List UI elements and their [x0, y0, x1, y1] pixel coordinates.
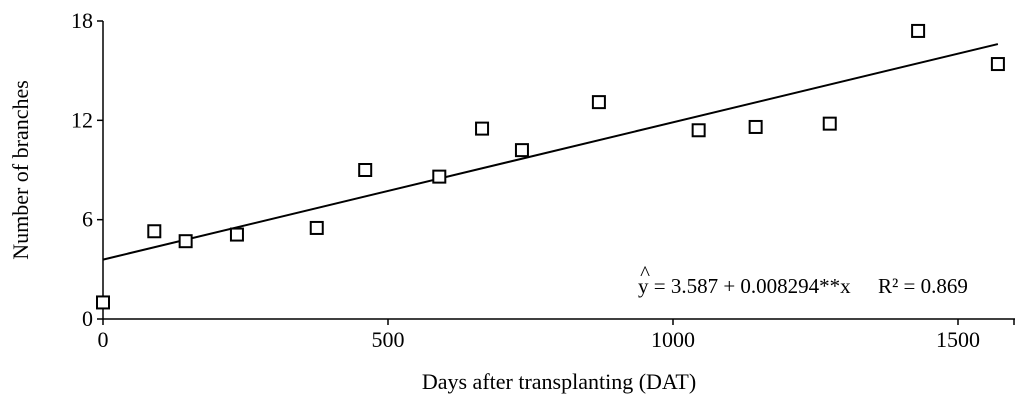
- data-point: [691, 123, 706, 138]
- data-point: [96, 295, 110, 310]
- data-point: [178, 234, 193, 249]
- regression-equation: y = 3.587 + 0.008294**x: [638, 274, 851, 298]
- x-tick-label: 1500: [936, 327, 980, 352]
- data-point: [475, 121, 490, 136]
- x-tick-label: 500: [372, 327, 405, 352]
- data-point: [147, 224, 162, 239]
- y-tick-label: 0: [82, 306, 93, 331]
- x-tick-label: 0: [98, 327, 109, 352]
- data-point: [591, 95, 606, 110]
- data-point: [309, 220, 324, 235]
- y-tick-label: 12: [71, 107, 93, 132]
- data-point: [229, 227, 244, 242]
- y-axis-title: Number of branches: [8, 80, 33, 260]
- r-squared-label: R² = 0.869: [878, 274, 968, 298]
- ticks: 0 500 1000 1500 0 6 12 18: [71, 8, 1015, 352]
- data-point: [990, 57, 1005, 72]
- y-tick-label: 6: [82, 207, 93, 232]
- y-tick-label: 18: [71, 8, 93, 33]
- data-point: [911, 23, 926, 38]
- data-points: [96, 23, 1005, 310]
- regression-line-group: [102, 43, 999, 261]
- axes: [102, 21, 1015, 320]
- data-point: [514, 143, 529, 158]
- regression-line: [102, 43, 999, 261]
- data-point: [748, 119, 763, 134]
- x-tick-label: 1000: [651, 327, 695, 352]
- x-axis-title: Days after transplanting (DAT): [422, 369, 696, 394]
- regression-hat: ^: [640, 261, 650, 285]
- data-point: [822, 116, 837, 131]
- data-point: [358, 163, 373, 177]
- data-point: [432, 169, 447, 184]
